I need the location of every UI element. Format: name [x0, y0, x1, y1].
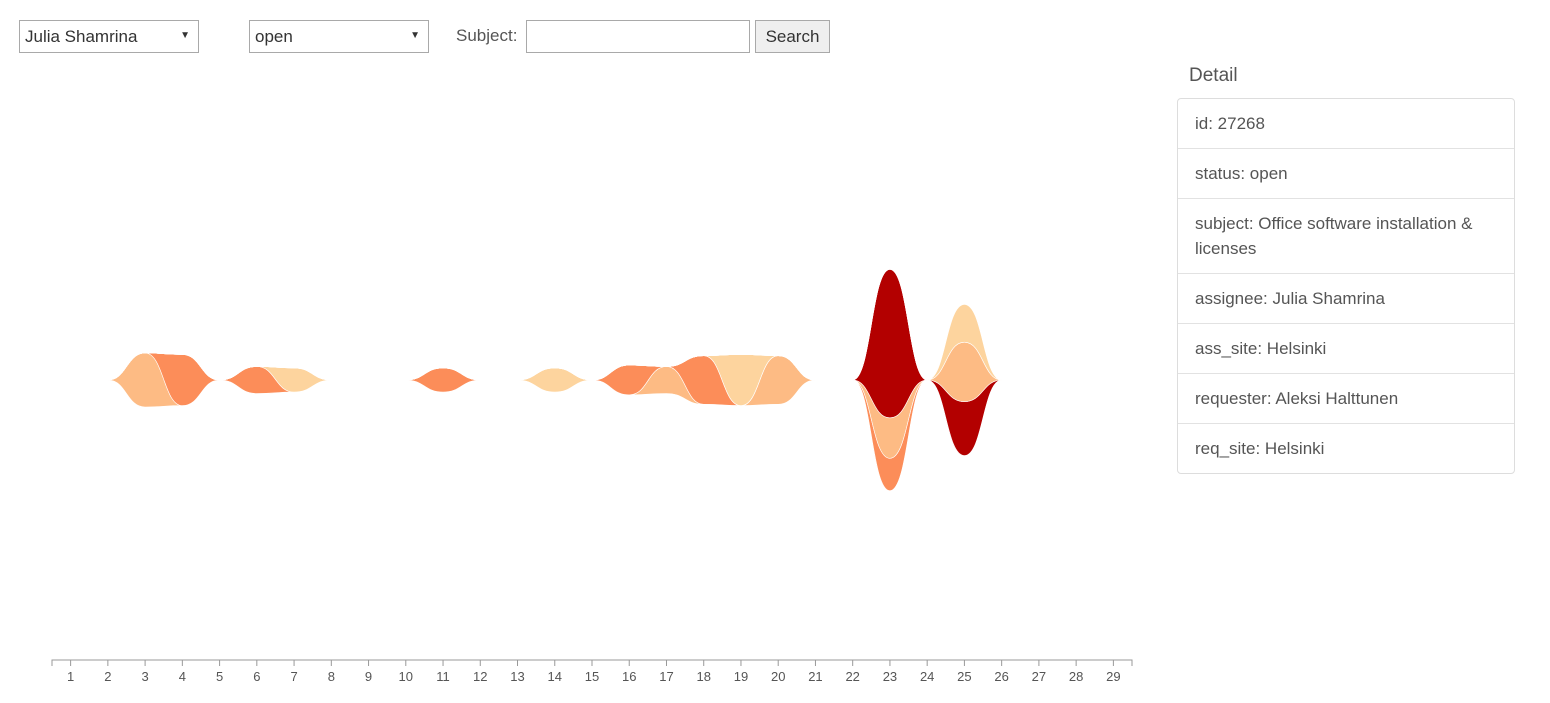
detail-req-site: req_site: Helsinki	[1178, 423, 1514, 473]
subject-input[interactable]	[526, 20, 750, 53]
x-axis: 1 2 3 4 5 6 7 8 9 10 11 12 13 14 15 16 17 18 19 20 21 22 23 24 2…	[51, 659, 1133, 684]
x-tick-label: 16	[622, 669, 636, 684]
x-tick-label: 21	[808, 669, 822, 684]
x-tick-label: 25	[957, 669, 971, 684]
x-tick-label: 1	[67, 669, 74, 684]
x-tick-label: 9	[365, 669, 372, 684]
assignee-select-value: Julia Shamrina	[25, 27, 138, 46]
status-select-value: open	[255, 27, 293, 46]
chevron-down-icon: ▼	[180, 30, 190, 41]
streamgraph-layers	[70, 268, 1114, 492]
detail-panel: id: 27268 status: open subject: Office s…	[1177, 98, 1515, 474]
assignee-select[interactable]: Julia Shamrina ▼	[19, 20, 199, 53]
detail-id: id: 27268	[1195, 114, 1265, 133]
x-tick-label: 15	[585, 669, 599, 684]
x-tick-label: 17	[659, 669, 673, 684]
chevron-down-icon: ▼	[410, 30, 420, 41]
detail-ass-site: ass_site: Helsinki	[1178, 323, 1514, 373]
x-tick-label: 27	[1032, 669, 1046, 684]
search-button[interactable]: Search	[755, 20, 830, 53]
x-tick-label: 13	[510, 669, 524, 684]
x-tick-label: 10	[399, 669, 413, 684]
stream-layer[interactable]	[70, 268, 1114, 381]
x-tick-label: 19	[734, 669, 748, 684]
x-tick-label: 7	[290, 669, 297, 684]
x-tick-label: 24	[920, 669, 934, 684]
x-tick-label: 2	[104, 669, 111, 684]
x-tick-label: 3	[141, 669, 148, 684]
status-select[interactable]: open ▼	[249, 20, 429, 53]
x-tick-label: 5	[216, 669, 223, 684]
x-tick-label: 23	[883, 669, 897, 684]
x-tick-label: 12	[473, 669, 487, 684]
x-tick-label: 4	[179, 669, 186, 684]
x-tick-label: 22	[845, 669, 859, 684]
detail-assignee: assignee: Julia Shamrina	[1178, 273, 1514, 323]
x-tick-label: 18	[696, 669, 710, 684]
x-tick-label: 29	[1106, 669, 1120, 684]
x-tick-label: 6	[253, 669, 260, 684]
x-tick-label: 11	[436, 669, 450, 684]
detail-subject: subject: Office software installation & …	[1178, 198, 1514, 273]
subject-label: Subject:	[456, 26, 518, 45]
streamgraph-chart: 1 2 3 4 5 6 7 8 9 10 11 12 13 14 15 16 17 18 19 20 21 22 23 24 2…	[51, 268, 1133, 684]
x-tick-label: 28	[1069, 669, 1083, 684]
detail-title: Detail	[1189, 65, 1238, 86]
x-tick-label: 26	[994, 669, 1008, 684]
detail-requester: requester: Aleksi Halttunen	[1178, 373, 1514, 423]
x-tick-label: 8	[328, 669, 335, 684]
x-tick-label: 20	[771, 669, 785, 684]
x-tick-label: 14	[548, 669, 562, 684]
detail-status: status: open	[1178, 148, 1514, 198]
